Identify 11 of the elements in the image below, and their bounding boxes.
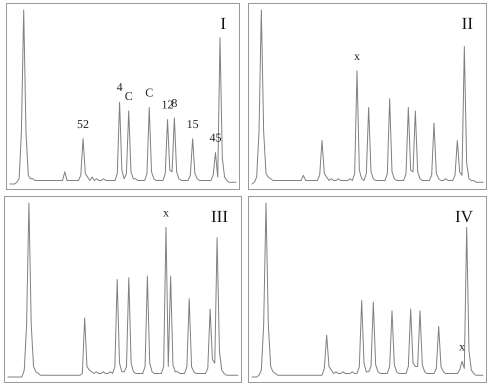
chart-title: I bbox=[220, 14, 226, 33]
annotation: C bbox=[145, 85, 154, 100]
annotation: x bbox=[354, 48, 360, 63]
annotation: 52 bbox=[77, 116, 90, 131]
annotation: 4 bbox=[116, 80, 123, 94]
annotation: C bbox=[124, 88, 133, 103]
chart-title: IV bbox=[455, 207, 474, 226]
annotation: 15 bbox=[186, 116, 199, 131]
chart-title: III bbox=[211, 207, 228, 226]
chart-title: II bbox=[462, 14, 474, 33]
annotation: x bbox=[162, 205, 169, 220]
